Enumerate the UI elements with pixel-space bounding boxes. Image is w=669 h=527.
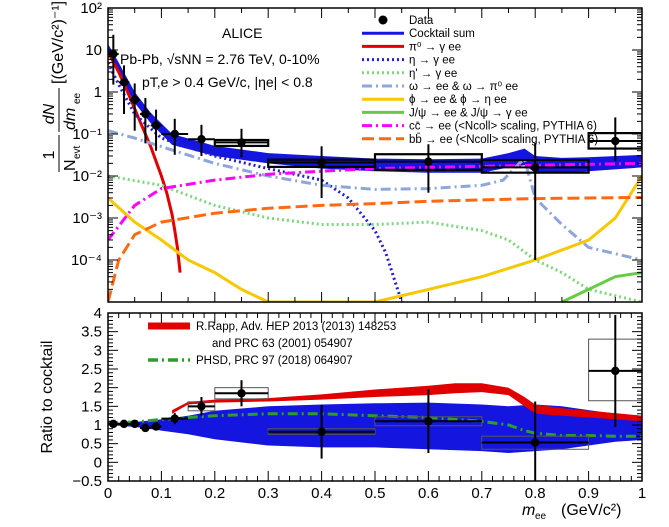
ratio-xtick-label: 0.6 <box>418 485 439 502</box>
spectrum-ytick-label: 10⁻² <box>72 168 102 185</box>
ratio-point-11 <box>611 366 620 376</box>
ratio-point-10 <box>531 438 540 447</box>
ylabel-den-sub: evt <box>72 145 83 159</box>
ratio-xtick-label: 1 <box>638 485 646 502</box>
ratio-point-8 <box>317 427 326 436</box>
ratio-ytick-label: 1.5 <box>81 398 102 415</box>
ratio-axes: −0.500.511.522.533.540 0.1 0.2 0.3 0.4 0.5 0.6… <box>72 305 646 502</box>
ratio-xtick-label: 0 <box>104 485 112 502</box>
legend-label-1: Cocktail sum <box>409 28 475 40</box>
ylabel-norm: 1 <box>41 150 58 159</box>
spectrum-ylabel: 1 N evt dN dm ee [(GeV/c²)⁻¹] <box>41 1 83 172</box>
ratio-point-6 <box>197 402 206 411</box>
spectrum-axes: 10⁻⁴ 10⁻³ 10⁻² 10⁻¹ 1 10 10² <box>71 0 643 303</box>
ratio-point-3 <box>141 423 150 433</box>
ratio-xtick-label: 0.8 <box>525 485 546 502</box>
cuts-label: pT,e > 0.4 GeV/c, |ηe| < 0.8 <box>142 74 313 90</box>
ratio-xlabel: m ee (GeV/c²) <box>522 502 621 522</box>
spectrum-point-1 <box>119 78 129 87</box>
spectrum-ytick-label: 10⁻³ <box>72 210 102 227</box>
legend-label-0: Data <box>409 15 434 27</box>
spectrum-point-8 <box>317 158 326 167</box>
legend-label-9: bb̄ → ee (<Ncoll> scaling, PYTHIA 6) <box>409 133 598 146</box>
ratio-ytick-label: 2.5 <box>81 361 102 378</box>
ylabel-unit: [(GeV/c²)⁻¹] <box>50 1 67 84</box>
ratio-ytick-label: 1 <box>94 417 102 434</box>
ylabel-dm-sub: ee <box>72 92 83 104</box>
spectrum-point-9 <box>424 157 433 166</box>
spectrum-series-eta <box>108 61 404 302</box>
spectrum-ytick-label: 10² <box>80 0 102 17</box>
ylabel-den: N <box>62 159 79 171</box>
xlabel-main: m <box>522 502 535 519</box>
ylabel-main: dN <box>41 103 58 124</box>
spectrum-ytick-label: 1 <box>94 84 102 101</box>
ratio-xtick-label: 0.7 <box>471 485 492 502</box>
spectrum-series-ccbar <box>108 161 642 241</box>
legend-label-4: η' → γ ee <box>409 68 457 80</box>
ratio-ytick-label: 0.5 <box>81 436 102 453</box>
ratio-xtick-label: 0.3 <box>258 485 279 502</box>
spectrum-ytick-label: 10 <box>85 42 102 59</box>
spectrum-point-5 <box>170 129 179 139</box>
ratio-legend-label-0: R.Rapp, Adv. HEP 2013 (2013) 148253 <box>196 321 396 333</box>
ratio-xtick-label: 0.4 <box>311 485 332 502</box>
spectrum-point-6 <box>197 135 206 144</box>
ratio-ylabel: Ratio to cocktail <box>39 341 56 454</box>
xlabel-sub: ee <box>535 511 547 522</box>
ratio-series-rapp <box>172 383 642 422</box>
ratio-ytick-label: 3.5 <box>81 324 102 341</box>
spectrum-panel: 10⁻⁴ 10⁻³ 10⁻² 10⁻¹ 1 10 10² ALICE Pb-Pb, √sNN… <box>41 0 643 303</box>
ratio-legend-label-2: PHSD, PRC 97 (2018) 064907 <box>196 355 353 367</box>
ratio-series-cocktail_unc <box>108 402 642 453</box>
ratio-xtick-label: 0.2 <box>204 485 225 502</box>
ratio-point-5 <box>170 414 179 423</box>
spectrum-series-phi <box>108 175 642 302</box>
ratio-ytick-label: −0.5 <box>72 473 102 490</box>
ratio-ytick-label: 4 <box>94 305 102 322</box>
ratio-point-0 <box>109 419 118 429</box>
ratio-xtick-label: 0.9 <box>578 485 599 502</box>
spectrum-point-4 <box>151 121 161 130</box>
legend-label-6: ϕ → ee & ϕ → η ee <box>409 94 507 106</box>
xlabel-unit: (GeV/c²) <box>561 502 621 519</box>
spectrum-ytick-label: 10⁻¹ <box>72 126 102 143</box>
ratio-point-1 <box>119 419 129 429</box>
ratio-point-7 <box>237 389 246 398</box>
spectrum-point-2 <box>130 95 139 105</box>
legend-label-7: J/ψ → ee & J/ψ → γ ee <box>409 107 528 119</box>
spectrum-series-pi0 <box>108 51 182 273</box>
ratio-point-4 <box>151 422 161 431</box>
spectrum-point-11 <box>611 136 620 146</box>
ylabel-dm: dm <box>62 108 79 130</box>
spectrum-series-etaprime <box>108 174 642 302</box>
ratio-ytick-label: 0 <box>94 454 102 471</box>
spectrum-ytick-label: 10⁻⁴ <box>71 252 102 269</box>
system-label: Pb-Pb, √sNN = 2.76 TeV, 0-10% <box>120 51 320 67</box>
ratio-legend-label-1: and PRC 63 (2001) 054907 <box>212 338 353 350</box>
ratio-point-2 <box>130 419 139 429</box>
experiment-label: ALICE <box>222 25 262 41</box>
spectrum-point-10 <box>531 163 540 172</box>
spectrum-series-jpsi <box>561 271 642 302</box>
ratio-ytick-label: 3 <box>94 342 102 359</box>
legend-label-3: η → γ ee <box>409 55 455 67</box>
legend-label-8: cc̄ → ee (<Ncoll> scaling, PYTHIA 6) <box>409 121 597 133</box>
ratio-panel: −0.500.511.522.533.540 0.1 0.2 0.3 0.4 0.5 0.6… <box>39 305 646 522</box>
legend-label-5: ω → ee & ω → π⁰ ee <box>409 81 518 93</box>
spectrum-series-omega <box>108 129 642 262</box>
ratio-xtick-label: 0.1 <box>151 485 172 502</box>
legend-label-2: π⁰ → γ ee <box>409 41 461 53</box>
legend-marker-data <box>378 15 388 25</box>
spectrum-point-7 <box>237 138 246 147</box>
ratio-legend: R.Rapp, Adv. HEP 2013 (2013) 148253 and P… <box>148 321 396 367</box>
spectrum-point-3 <box>141 109 150 119</box>
ratio-xtick-label: 0.5 <box>365 485 386 502</box>
ratio-point-9 <box>424 417 433 426</box>
ratio-ytick-label: 2 <box>94 380 102 397</box>
